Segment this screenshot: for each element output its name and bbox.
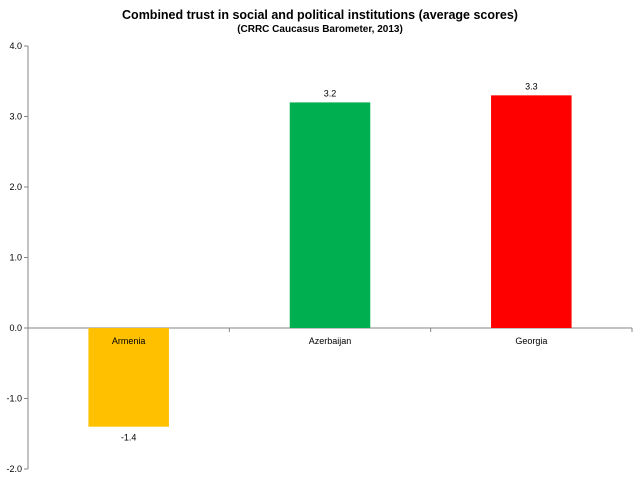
bar-armenia	[88, 328, 169, 427]
data-label: -1.4	[121, 433, 137, 443]
category-label: Georgia	[515, 336, 547, 346]
y-tick-label: 4.0	[9, 41, 22, 51]
chart-title: Combined trust in social and political i…	[122, 8, 518, 22]
chart-bars	[88, 95, 572, 427]
y-tick-label: -2.0	[6, 464, 22, 474]
y-tick-label: -1.0	[6, 394, 22, 404]
data-label: 3.3	[525, 81, 538, 91]
category-label: Armenia	[112, 336, 146, 346]
y-tick-label: 2.0	[9, 182, 22, 192]
category-label: Azerbaijan	[309, 336, 352, 346]
bar-azerbaijan	[289, 102, 371, 329]
data-label: 3.2	[324, 88, 337, 98]
y-tick-label: 3.0	[9, 112, 22, 122]
bar-georgia	[491, 95, 572, 328]
chart-labels: Armenia -1.4 Azerbaijan 3.2 Georgia 3.3	[112, 81, 547, 442]
y-tick-label: 0.0	[9, 323, 22, 333]
y-tick-label: 1.0	[9, 253, 22, 263]
chart-subtitle: (CRRC Caucasus Barometer, 2013)	[237, 24, 403, 35]
